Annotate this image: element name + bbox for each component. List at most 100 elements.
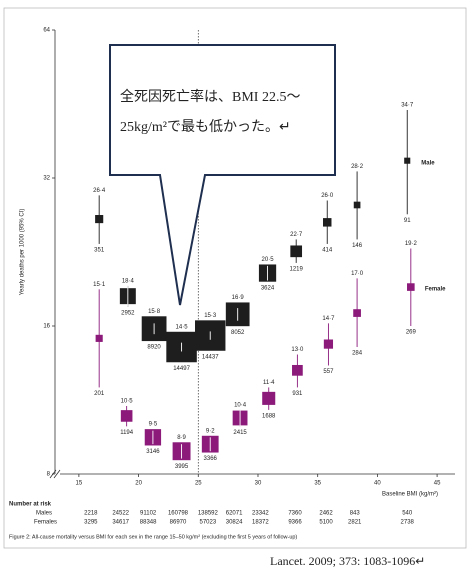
y-tick-label: 32: [43, 176, 50, 182]
point: [323, 339, 334, 349]
callout-text: 25kg/m²で最も低かった。↵: [120, 119, 291, 135]
count-label: 2415: [233, 430, 247, 436]
value-label: 10·4: [234, 403, 247, 409]
legend-label: Female: [425, 287, 446, 293]
risk-count: 138592: [198, 511, 219, 517]
value-label: 8·9: [177, 435, 186, 441]
x-tick-label: 20: [135, 481, 142, 487]
point: [262, 391, 276, 405]
x-tick-label: 30: [255, 481, 262, 487]
legend-label: Male: [421, 160, 435, 166]
point: [95, 334, 103, 342]
point: [353, 201, 361, 209]
value-label: 9·5: [149, 422, 158, 428]
point: [353, 309, 361, 317]
count-label: 14437: [202, 354, 219, 360]
count-label: 91: [404, 218, 411, 224]
caption: Figure 2: All-cause mortality versus BMI…: [9, 534, 297, 540]
risk-count: 24522: [112, 511, 129, 517]
y-tick-label: 8: [47, 472, 51, 478]
count-label: 14497: [173, 366, 190, 372]
risk-count: 34617: [112, 520, 129, 526]
risk-count: 30824: [226, 520, 243, 526]
value-label: 17·0: [351, 271, 364, 277]
value-label: 9·2: [206, 428, 215, 434]
y-tick-label: 16: [43, 324, 50, 330]
point: [120, 410, 133, 422]
value-label: 14·5: [176, 324, 189, 330]
point: [404, 157, 411, 164]
count-label: 3366: [204, 456, 218, 462]
x-tick-label: 25: [195, 481, 202, 487]
value-label: 19·2: [405, 241, 418, 247]
risk-count: 540: [402, 511, 413, 517]
callout-text: 全死因死亡率は、BMI 22.5～: [120, 88, 300, 105]
risk-count: 2218: [84, 511, 98, 517]
risk-count: 86970: [170, 520, 187, 526]
x-tick-label: 15: [76, 481, 83, 487]
value-label: 26·4: [93, 188, 106, 194]
value-label: 11·4: [263, 380, 275, 386]
risk-count: 62071: [226, 511, 243, 517]
value-label: 15·1: [93, 282, 106, 288]
y-tick-label: 64: [43, 28, 50, 34]
x-tick-label: 45: [434, 481, 441, 487]
risk-count: 88348: [140, 520, 157, 526]
count-label: 284: [352, 351, 363, 357]
risk-title: Number at risk: [9, 502, 52, 508]
count-label: 201: [94, 391, 105, 397]
risk-count: 18372: [252, 520, 269, 526]
value-label: 20·5: [262, 257, 275, 263]
point: [292, 364, 303, 376]
risk-count: 3295: [84, 520, 98, 526]
count-label: 2952: [121, 310, 135, 316]
risk-count: 160798: [168, 511, 189, 517]
value-label: 15·8: [148, 309, 161, 315]
point: [323, 218, 332, 227]
count-label: 351: [94, 247, 105, 253]
value-label: 10·5: [121, 399, 134, 405]
count-label: 1688: [262, 414, 276, 420]
count-label: 557: [323, 369, 334, 375]
y-axis-label: Yearly deaths per 1000 (95% CI): [20, 209, 26, 296]
count-label: 3995: [175, 464, 189, 470]
risk-count: 57023: [199, 520, 216, 526]
x-tick-label: 40: [374, 481, 381, 487]
point: [95, 215, 104, 224]
value-label: 26·0: [321, 193, 334, 199]
value-label: 18·4: [122, 279, 135, 285]
risk-count: 2738: [401, 520, 415, 526]
risk-row-label: Females: [34, 520, 57, 526]
count-label: 146: [352, 243, 363, 249]
risk-count: 9366: [288, 520, 302, 526]
count-label: 1194: [120, 430, 134, 436]
value-label: 14·7: [322, 316, 335, 322]
point: [407, 283, 415, 291]
value-label: 13·0: [291, 347, 304, 353]
value-label: 22·7: [290, 232, 303, 238]
risk-count: 23342: [252, 511, 269, 517]
count-label: 8920: [147, 345, 161, 351]
count-label: 1219: [290, 266, 304, 272]
count-label: 3146: [146, 449, 160, 455]
frame: [3, 7, 467, 549]
risk-count: 2821: [348, 520, 362, 526]
value-label: 15·3: [204, 313, 217, 319]
value-label: 28·2: [351, 164, 364, 170]
risk-count: 843: [350, 511, 361, 517]
x-tick-label: 35: [314, 481, 321, 487]
callout: [109, 44, 336, 306]
count-label: 931: [292, 391, 303, 397]
citation: Lancet. 2009; 373: 1083-1096↵: [270, 554, 425, 568]
risk-row-label: Males: [36, 511, 52, 517]
x-axis-label: Baseline BMI (kg/m²): [382, 492, 438, 498]
value-label: 34·7: [401, 103, 414, 109]
count-label: 414: [322, 247, 333, 253]
count-label: 3624: [261, 285, 275, 291]
risk-count: 5100: [319, 520, 333, 526]
count-label: 269: [406, 330, 417, 336]
count-label: 8052: [231, 330, 245, 336]
risk-count: 91102: [140, 511, 157, 517]
risk-count: 7360: [288, 511, 302, 517]
